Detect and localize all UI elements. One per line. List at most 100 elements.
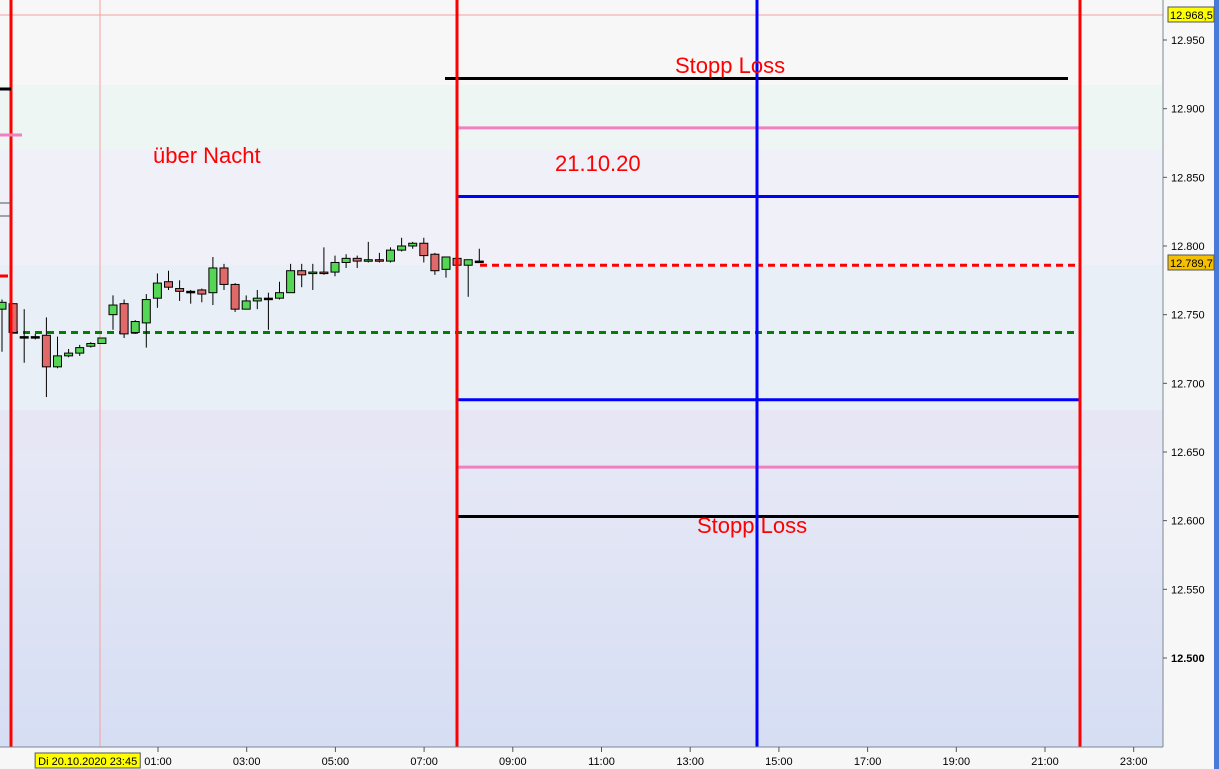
candle <box>463 259 473 297</box>
candle <box>108 295 118 330</box>
candle-body <box>263 297 273 301</box>
candle <box>19 309 29 363</box>
x-tick-label: 09:00 <box>499 756 527 768</box>
candle <box>363 241 373 263</box>
candle <box>374 252 384 263</box>
candle-body <box>219 267 229 285</box>
candle <box>197 288 207 303</box>
candle-body <box>197 289 207 295</box>
candle <box>41 317 51 398</box>
high-price-tag: 12.968,5 <box>1167 6 1215 23</box>
candle <box>0 299 7 352</box>
candle-body <box>75 347 85 354</box>
svg-text:Di 20.10.2020 23:45: Di 20.10.2020 23:45 <box>38 756 137 768</box>
candle-body <box>208 267 218 294</box>
candle-body <box>474 260 484 264</box>
x-tick-label: 03:00 <box>233 756 261 768</box>
candle <box>252 289 262 310</box>
y-tick-label: 12.500 <box>1171 653 1205 665</box>
candle-body <box>141 299 151 324</box>
cursor-time-tag: Di 20.10.2020 23:45 <box>34 752 141 769</box>
y-tick-label: 12.550 <box>1171 584 1205 596</box>
candle <box>386 247 395 263</box>
candle-body <box>363 259 373 262</box>
candle-body <box>275 292 284 299</box>
session-lines <box>9 0 1082 747</box>
candle-body <box>286 270 296 294</box>
candle-body <box>8 303 18 334</box>
candle <box>186 289 196 304</box>
candle-body <box>0 301 7 310</box>
y-tick-label: 12.900 <box>1171 104 1205 116</box>
candle <box>30 333 40 340</box>
stop-loss-top-label: Stopp Loss <box>675 53 785 78</box>
candle <box>119 299 129 339</box>
stop-loss-bottom-label: Stopp Loss <box>697 513 807 538</box>
candle <box>275 281 284 300</box>
candle <box>53 336 62 369</box>
x-tick-label: 05:00 <box>322 756 350 768</box>
time-axis[interactable] <box>0 747 1163 769</box>
candle-body <box>319 271 329 275</box>
y-tick-label: 12.700 <box>1171 378 1205 390</box>
candle-body <box>130 321 140 334</box>
candle <box>130 320 140 334</box>
candle-body <box>308 271 318 275</box>
x-tick-label: 15:00 <box>765 756 793 768</box>
candle-body <box>463 259 473 266</box>
candle <box>141 294 151 348</box>
candle-body <box>186 290 196 294</box>
candle-body <box>297 270 307 276</box>
x-tick-label: 23:00 <box>1120 756 1148 768</box>
candle-body <box>175 288 185 292</box>
candle <box>164 270 173 290</box>
candle <box>64 348 74 358</box>
candle <box>419 237 429 263</box>
candle <box>441 256 451 278</box>
candle <box>341 254 351 268</box>
candle-body <box>86 342 96 347</box>
candle-body <box>164 281 173 288</box>
candle <box>97 337 107 344</box>
candle <box>263 292 273 330</box>
price-axis[interactable] <box>1163 0 1219 769</box>
y-tick-label: 12.650 <box>1171 447 1205 459</box>
candle <box>219 263 229 290</box>
candle <box>397 237 407 252</box>
candle <box>208 256 218 306</box>
candle <box>86 342 96 348</box>
candle <box>308 263 318 290</box>
x-tick-label: 01:00 <box>144 756 172 768</box>
date-label: 21.10.20 <box>555 151 641 176</box>
candle-body <box>152 282 162 299</box>
candle-body <box>441 256 451 270</box>
x-tick-label: 13:00 <box>676 756 704 768</box>
candle-body <box>352 257 362 262</box>
candle <box>175 280 185 301</box>
candle-body <box>97 337 107 344</box>
candle <box>241 295 251 310</box>
candle <box>75 344 85 356</box>
background-bands <box>0 265 1163 747</box>
candle-body <box>252 297 262 302</box>
candle-body <box>386 249 395 262</box>
candles <box>0 237 484 398</box>
candle-body <box>341 257 351 263</box>
candle-body <box>397 245 407 251</box>
x-tick-label: 17:00 <box>854 756 882 768</box>
y-tick-label: 12.850 <box>1171 172 1205 184</box>
candle <box>8 303 18 334</box>
candle-body <box>30 336 40 339</box>
candle <box>319 247 329 275</box>
x-tick-label: 07:00 <box>410 756 438 768</box>
scrollbar[interactable] <box>1214 0 1219 769</box>
y-tick-label: 12.950 <box>1171 35 1205 47</box>
candle <box>408 241 418 249</box>
x-tick-label: 11:00 <box>588 756 615 768</box>
candle-body <box>64 352 74 357</box>
candle-body <box>41 334 51 368</box>
candle <box>152 273 162 308</box>
candle-body <box>408 242 418 247</box>
candle-body <box>374 259 384 262</box>
